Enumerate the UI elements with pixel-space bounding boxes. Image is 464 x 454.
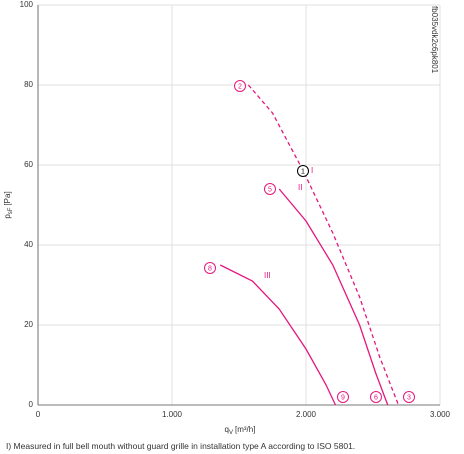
point-label: 8	[208, 265, 212, 272]
curve	[219, 264, 337, 406]
curve-label: II	[298, 183, 302, 192]
point-label: 5	[268, 186, 272, 193]
point-marker	[264, 183, 276, 195]
curve-label: III	[264, 271, 271, 280]
y-tick-label: 0	[29, 400, 34, 409]
point-marker	[204, 262, 216, 274]
point-label: 2	[238, 83, 242, 90]
point-marker	[297, 165, 309, 177]
x-axis-label-unit: [m³/h]	[235, 425, 255, 434]
y-axis-label-unit: [Pa]	[3, 191, 12, 205]
x-tick-label: 2.000	[296, 410, 317, 419]
curve	[247, 84, 400, 406]
x-axis-label-sub: V	[229, 430, 233, 436]
point-label: 3	[407, 394, 411, 401]
point-marker	[370, 391, 382, 403]
point-label: 6	[374, 394, 378, 401]
y-tick-label: 100	[20, 0, 34, 9]
point-label: 9	[341, 394, 345, 401]
point-marker	[234, 80, 246, 92]
y-tick-label: 20	[24, 320, 33, 329]
y-axis-label: psF [Pa]	[3, 191, 14, 218]
x-tick-label: 1.000	[162, 410, 183, 419]
y-axis-label-main: p	[3, 214, 12, 219]
point-label: 1	[301, 168, 305, 175]
x-axis-label: qV [m³/h]	[225, 425, 256, 436]
curve	[278, 188, 389, 406]
x-axis-label-main: q	[225, 425, 229, 434]
x-tick-label: 0	[36, 410, 41, 419]
side-text: fb035vdk2c6pk801	[430, 6, 439, 74]
point-marker	[403, 391, 415, 403]
footnote: I) Measured in full bell mouth without g…	[6, 441, 355, 451]
curve-label: I	[311, 166, 313, 175]
y-tick-label: 40	[24, 240, 33, 249]
y-tick-label: 60	[24, 160, 33, 169]
x-tick-label: 3.000	[430, 410, 451, 419]
y-tick-label: 80	[24, 80, 33, 89]
y-axis-label-sub: sF	[8, 207, 14, 214]
point-marker	[337, 391, 349, 403]
